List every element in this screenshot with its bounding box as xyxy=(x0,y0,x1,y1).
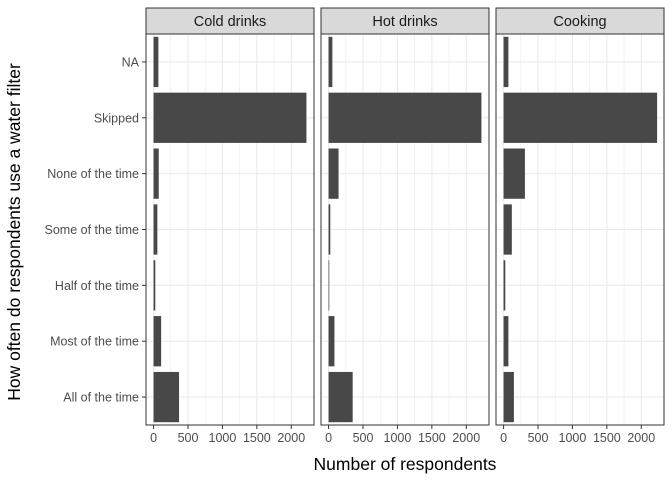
bar-cooking-most-of-the-time xyxy=(503,316,509,367)
y-tick-label-some-of-the-time: Some of the time xyxy=(45,223,140,237)
facet-cold-drinks: Cold drinks 0 500 1000 1500 2000 xyxy=(145,7,315,445)
bar-cold-drinks-some-of-the-time xyxy=(153,204,158,255)
x-tick-label: 0 xyxy=(325,431,332,445)
facet-title-hot-drinks: Hot drinks xyxy=(372,14,437,30)
x-tick-label: 2000 xyxy=(277,431,305,445)
x-tick-label: 500 xyxy=(528,431,549,445)
bar-cooking-skipped xyxy=(503,92,658,143)
x-tick-label: 0 xyxy=(500,431,507,445)
bar-cooking-na xyxy=(503,36,509,88)
facet-strip-cold-drinks xyxy=(145,7,315,35)
bar-cooking-half-of-the-time xyxy=(503,260,506,311)
bar-hot-drinks-most-of-the-time xyxy=(328,316,335,367)
x-tick-label: 1500 xyxy=(243,431,271,445)
x-tick-label: 1500 xyxy=(418,431,446,445)
bar-cold-drinks-skipped xyxy=(153,92,307,143)
facet-strip-cooking xyxy=(495,7,665,35)
bar-hot-drinks-all-of-the-time xyxy=(328,371,353,423)
x-tick-label: 0 xyxy=(150,431,157,445)
x-axis-title: Number of respondents xyxy=(314,454,497,474)
bar-cold-drinks-all-of-the-time xyxy=(153,371,180,423)
facet-panels: Cold drinks 0 500 1000 1500 2000 Hot drinks 0 50… xyxy=(145,7,665,445)
bar-cold-drinks-most-of-the-time xyxy=(153,316,162,367)
facet-title-cooking: Cooking xyxy=(553,14,606,30)
bar-cooking-none-of-the-time xyxy=(503,148,525,199)
x-tick-label: 1000 xyxy=(384,431,412,445)
bar-hot-drinks-skipped xyxy=(328,92,482,143)
panel-border xyxy=(320,33,490,426)
bar-hot-drinks-na xyxy=(328,36,333,88)
facet-title-cold-drinks: Cold drinks xyxy=(194,14,267,30)
y-tick-label-all-of-the-time: All of the time xyxy=(63,391,139,405)
y-tick-label-skipped: Skipped xyxy=(94,111,139,125)
y-tick-labels: NA Skipped None of the time Some of the tim… xyxy=(45,55,146,405)
bar-hot-drinks-half-of-the-time xyxy=(328,260,330,311)
x-tick-label: 500 xyxy=(353,431,374,445)
bar-cold-drinks-half-of-the-time xyxy=(153,260,156,311)
y-axis-title: How often do respondents use a water fil… xyxy=(4,63,24,401)
bar-hot-drinks-some-of-the-time xyxy=(328,204,331,255)
x-tick-label: 1000 xyxy=(559,431,587,445)
bar-hot-drinks-none-of-the-time xyxy=(328,148,339,199)
bar-cold-drinks-none-of-the-time xyxy=(153,148,159,199)
x-tick-label: 2000 xyxy=(452,431,480,445)
facet-strip-hot-drinks xyxy=(320,7,490,35)
facet-hot-drinks: Hot drinks 0 500 1000 1500 2000 xyxy=(320,7,490,445)
y-tick-label-na: NA xyxy=(122,55,140,69)
x-tick-label: 1000 xyxy=(209,431,237,445)
x-tick-label: 2000 xyxy=(627,431,655,445)
bar-cooking-all-of-the-time xyxy=(503,371,514,423)
panel-border xyxy=(495,33,665,426)
x-tick-label: 1500 xyxy=(593,431,621,445)
bar-cooking-some-of-the-time xyxy=(503,204,512,255)
y-tick-label-half-of-the-time: Half of the time xyxy=(55,279,139,293)
facet-cooking: Cooking 0 500 1000 1500 2000 xyxy=(495,7,665,445)
x-tick-label: 500 xyxy=(178,431,199,445)
bar-cold-drinks-na xyxy=(153,36,159,88)
y-tick-label-most-of-the-time: Most of the time xyxy=(50,335,139,349)
y-tick-label-none-of-the-time: None of the time xyxy=(47,167,139,181)
